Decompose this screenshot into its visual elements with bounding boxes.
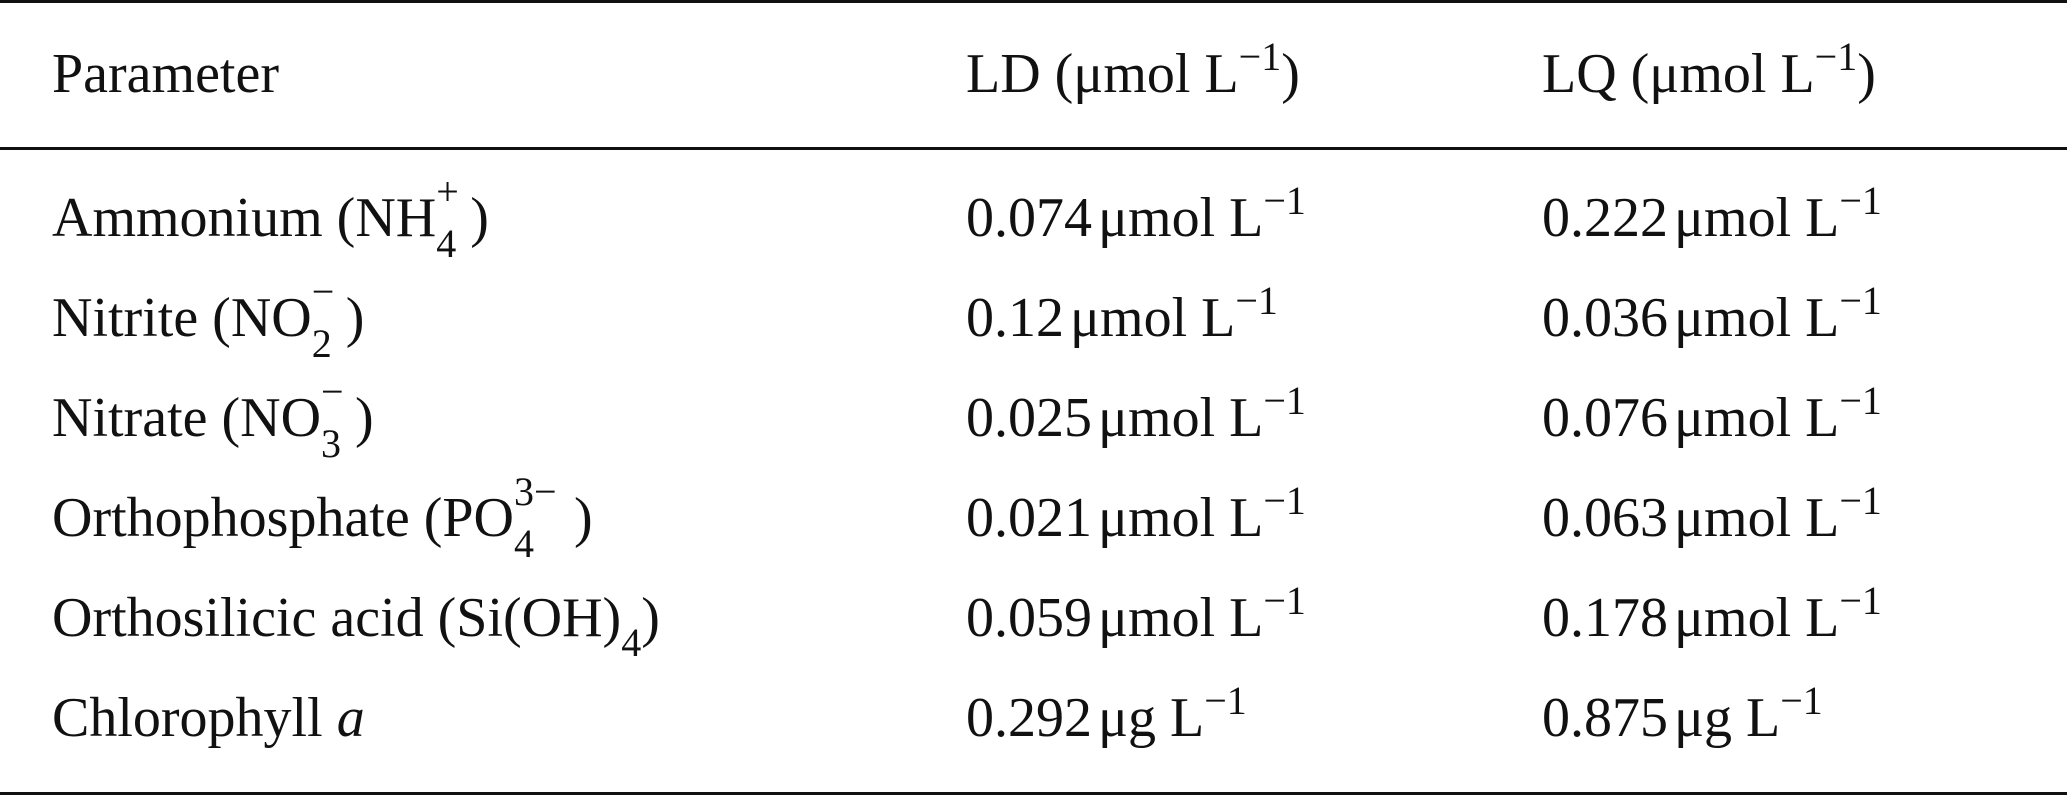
param-close: ) xyxy=(345,287,365,349)
lq-unit: μmol L xyxy=(1674,287,1840,349)
row-parameter: Nitrate (NO − 3) xyxy=(52,368,374,468)
lq-value: 0.063 xyxy=(1542,487,1668,549)
table-row: Ammonium (NH +4) 0.074 μmol L−1 0.222 μmol … xyxy=(0,168,2067,268)
row-ld: 0.025 μmol L−1 xyxy=(966,368,1306,468)
lq-exponent: −1 xyxy=(1839,278,1882,323)
param-name: Nitrate (NO xyxy=(52,387,322,449)
row-parameter: Chlorophyll a xyxy=(52,668,365,768)
table-row: Nitrate (NO −3) 0.025 μmol L−1 0.076 μmol L… xyxy=(0,368,2067,468)
param-subscript: 4 xyxy=(436,221,457,266)
row-ld: 0.059 μmol L−1 xyxy=(966,568,1306,668)
param-name: Chlorophyll xyxy=(52,687,337,749)
table-bottom-rule xyxy=(0,792,2067,795)
param-subscript: 4 xyxy=(513,521,534,566)
param-superscript: 3− xyxy=(513,469,557,514)
param-close: ) xyxy=(573,487,593,549)
header-parameter: Parameter xyxy=(52,24,279,124)
param-close: ) xyxy=(641,587,660,649)
header-lq-close: ) xyxy=(1857,43,1876,105)
lq-exponent: −1 xyxy=(1839,378,1882,423)
lq-exponent: −1 xyxy=(1780,678,1823,723)
table-header-row: Parameter LD (μmol L−1) LQ (μmol L−1) xyxy=(0,24,2067,124)
lq-unit: μmol L xyxy=(1674,487,1840,549)
ld-unit: μmol L xyxy=(1070,287,1236,349)
table-row: Orthophosphate (PO 3− 4) 0.021 μmol L−1 0.0… xyxy=(0,468,2067,568)
lq-value: 0.222 xyxy=(1542,187,1668,249)
ld-unit: μg L xyxy=(1098,687,1205,749)
row-ld: 0.074 μmol L−1 xyxy=(966,168,1306,268)
lq-unit: μg L xyxy=(1674,687,1781,749)
table-row: Orthosilicic acid (Si(OH)4) 0.059 μmol L−… xyxy=(0,568,2067,668)
param-name: Orthophosphate (PO xyxy=(52,487,514,549)
param-superscript: + xyxy=(436,169,459,214)
row-lq: 0.063 μmol L−1 xyxy=(1542,468,1882,568)
row-ld: 0.021 μmol L−1 xyxy=(966,468,1306,568)
header-lq-exponent: −1 xyxy=(1814,34,1858,79)
ld-unit: μmol L xyxy=(1098,387,1264,449)
header-lq: LQ (μmol L−1) xyxy=(1542,24,1876,124)
lq-exponent: −1 xyxy=(1839,578,1882,623)
lq-value: 0.076 xyxy=(1542,387,1668,449)
lq-unit: μmol L xyxy=(1674,587,1840,649)
table-top-rule xyxy=(0,0,2067,3)
ld-unit: μmol L xyxy=(1098,187,1264,249)
row-ld: 0.292 μg L−1 xyxy=(966,668,1247,768)
row-lq: 0.875 μg L−1 xyxy=(1542,668,1823,768)
header-parameter-text: Parameter xyxy=(52,43,279,105)
header-ld: LD (μmol L−1) xyxy=(966,24,1300,124)
lq-value: 0.036 xyxy=(1542,287,1668,349)
ld-exponent: −1 xyxy=(1263,378,1306,423)
ld-exponent: −1 xyxy=(1263,578,1306,623)
param-superscript: − xyxy=(321,369,344,414)
header-lq-text: LQ (μmol L xyxy=(1542,43,1815,105)
row-lq: 0.222 μmol L−1 xyxy=(1542,168,1882,268)
header-ld-close: ) xyxy=(1281,43,1300,105)
row-ld: 0.12 μmol L−1 xyxy=(966,268,1278,368)
table-row: Chlorophyll a 0.292 μg L−1 0.875 μg L−1 xyxy=(0,668,2067,768)
row-lq: 0.178 μmol L−1 xyxy=(1542,568,1882,668)
lq-unit: μmol L xyxy=(1674,187,1840,249)
row-parameter: Orthosilicic acid (Si(OH)4) xyxy=(52,568,660,668)
param-subscript: 3 xyxy=(321,421,342,466)
row-parameter: Orthophosphate (PO 3− 4) xyxy=(52,468,593,568)
ld-exponent: −1 xyxy=(1263,478,1306,523)
lq-exponent: −1 xyxy=(1839,478,1882,523)
lq-value: 0.178 xyxy=(1542,587,1668,649)
param-name: Orthosilicic acid (Si(OH) xyxy=(52,587,622,649)
ld-value: 0.025 xyxy=(966,387,1092,449)
header-ld-exponent: −1 xyxy=(1238,34,1282,79)
param-name: Nitrite (NO xyxy=(52,287,312,349)
ld-exponent: −1 xyxy=(1204,678,1247,723)
ld-value: 0.059 xyxy=(966,587,1092,649)
lq-exponent: −1 xyxy=(1839,178,1882,223)
lq-value: 0.875 xyxy=(1542,687,1668,749)
param-italic: a xyxy=(336,687,365,749)
row-lq: 0.036 μmol L−1 xyxy=(1542,268,1882,368)
row-parameter: Ammonium (NH +4) xyxy=(52,168,489,268)
ld-value: 0.021 xyxy=(966,487,1092,549)
table-header-rule xyxy=(0,147,2067,150)
ld-exponent: −1 xyxy=(1235,278,1278,323)
ld-value: 0.292 xyxy=(966,687,1092,749)
row-parameter: Nitrite (NO − 2) xyxy=(52,268,364,368)
param-subscript: 4 xyxy=(621,620,642,665)
table-row: Nitrite (NO −2) 0.12 μmol L−1 0.036 μmol L−… xyxy=(0,268,2067,368)
lq-unit: μmol L xyxy=(1674,387,1840,449)
header-ld-text: LD (μmol L xyxy=(966,43,1239,105)
ld-value: 0.074 xyxy=(966,187,1092,249)
ld-unit: μmol L xyxy=(1098,487,1264,549)
param-close: ) xyxy=(355,387,374,449)
row-lq: 0.076 μmol L−1 xyxy=(1542,368,1882,468)
param-name: Ammonium (NH xyxy=(52,187,437,249)
ld-exponent: −1 xyxy=(1263,178,1306,223)
ld-unit: μmol L xyxy=(1098,587,1264,649)
param-subscript: 2 xyxy=(311,321,332,366)
param-close: ) xyxy=(470,187,489,249)
ld-value: 0.12 xyxy=(966,287,1064,349)
param-superscript: − xyxy=(311,269,335,314)
